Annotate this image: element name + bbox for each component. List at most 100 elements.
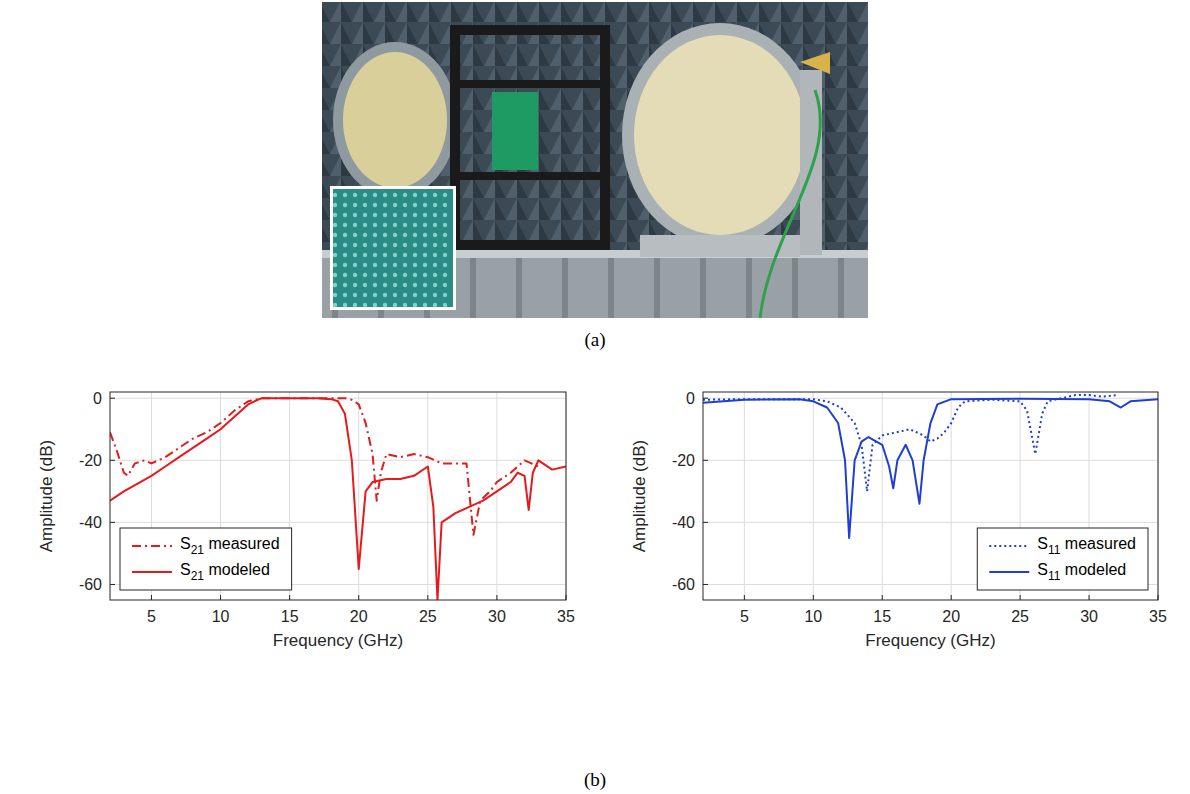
legend-label: S11 measured bbox=[1037, 535, 1136, 557]
tick bbox=[289, 595, 290, 600]
axis-title: Amplitude (dB) bbox=[37, 440, 56, 552]
label-sub: 11 bbox=[1048, 569, 1061, 583]
label-main: S bbox=[1037, 561, 1048, 578]
tick bbox=[1020, 595, 1021, 600]
rail-leg bbox=[470, 258, 476, 318]
label-rest: measured bbox=[204, 535, 280, 552]
label-main: S bbox=[1037, 535, 1048, 552]
label-rest: modeled bbox=[1060, 561, 1126, 578]
axis-title: Frequency (GHz) bbox=[273, 631, 403, 650]
tick-label: -60 bbox=[79, 576, 102, 593]
inset bbox=[333, 189, 453, 307]
rail-leg bbox=[516, 258, 522, 318]
grid-line bbox=[703, 522, 1158, 523]
tick bbox=[110, 522, 115, 523]
tick-label: 30 bbox=[1080, 608, 1098, 625]
tick bbox=[110, 398, 115, 399]
legend-label: S11 modeled bbox=[1037, 561, 1126, 583]
tick-label: -60 bbox=[672, 576, 695, 593]
legend-swatch bbox=[989, 571, 1029, 573]
tick-label: -20 bbox=[79, 452, 102, 469]
caption: (a) bbox=[584, 329, 605, 351]
tick-label: 20 bbox=[350, 608, 368, 625]
tick-label: -20 bbox=[672, 452, 695, 469]
tick bbox=[951, 595, 952, 600]
tick bbox=[703, 522, 708, 523]
tick-label: 35 bbox=[557, 608, 575, 625]
legend-label: S21 measured bbox=[180, 535, 280, 557]
tick-label: 0 bbox=[686, 390, 695, 407]
photo bbox=[322, 2, 868, 318]
legend-box bbox=[977, 528, 1148, 590]
lens-ring bbox=[622, 23, 818, 247]
tick bbox=[427, 595, 428, 600]
sample-frame bbox=[455, 30, 605, 245]
chart: 5101520253035-60-40-200Frequency (GHz)Am… bbox=[37, 390, 575, 650]
series-line bbox=[703, 399, 1158, 538]
sample bbox=[492, 92, 538, 170]
axis-title: Amplitude (dB) bbox=[630, 440, 649, 552]
legend-label: S21 modeled bbox=[180, 561, 270, 583]
rail-leg bbox=[654, 258, 660, 318]
tick bbox=[358, 595, 359, 600]
tick bbox=[703, 460, 708, 461]
plot-bg bbox=[110, 392, 566, 600]
tick bbox=[110, 460, 115, 461]
label-sub: 21 bbox=[191, 543, 205, 557]
series-line bbox=[110, 398, 566, 600]
feed-horn bbox=[800, 52, 830, 74]
cable bbox=[760, 90, 820, 318]
tick bbox=[220, 595, 221, 600]
tick-label: 25 bbox=[1011, 608, 1029, 625]
label-sub: 11 bbox=[1048, 543, 1061, 557]
legend: S11 measuredS11 modeled bbox=[977, 528, 1148, 590]
tick bbox=[703, 584, 708, 585]
tick-label: 15 bbox=[281, 608, 299, 625]
lines bbox=[703, 395, 1158, 538]
plot-frame bbox=[703, 392, 1158, 600]
tick-label: 5 bbox=[740, 608, 749, 625]
tick-label: 20 bbox=[942, 608, 960, 625]
frame-bar bbox=[455, 80, 605, 88]
tick-label: 15 bbox=[873, 608, 891, 625]
grid-line bbox=[110, 460, 566, 461]
tick-label: 35 bbox=[1149, 608, 1167, 625]
label-sub: 21 bbox=[191, 569, 205, 583]
tick bbox=[151, 595, 152, 600]
lines bbox=[110, 398, 566, 600]
rail-leg bbox=[562, 258, 568, 318]
grid-line bbox=[882, 392, 883, 600]
grid-line bbox=[110, 522, 566, 523]
plot-bg bbox=[703, 392, 1158, 600]
grid-line bbox=[744, 392, 745, 600]
grid-line bbox=[703, 460, 1158, 461]
tick-label: 10 bbox=[804, 608, 822, 625]
grid-line bbox=[496, 392, 497, 600]
tick bbox=[496, 595, 497, 600]
frame-bar bbox=[455, 172, 605, 180]
rail-leg bbox=[700, 258, 706, 318]
tick bbox=[744, 595, 745, 600]
tick bbox=[110, 584, 115, 585]
tick-label: 25 bbox=[419, 608, 437, 625]
chart: 5101520253035-60-40-200Frequency (GHz)Am… bbox=[630, 390, 1167, 650]
legend: S21 measured S21 modeled bbox=[120, 528, 292, 590]
tick bbox=[882, 595, 883, 600]
plot-frame bbox=[110, 392, 566, 600]
tick-label: 30 bbox=[488, 608, 506, 625]
grid-line bbox=[813, 392, 814, 600]
tick-label: 5 bbox=[147, 608, 156, 625]
inset-border bbox=[330, 186, 456, 310]
tick-label: -40 bbox=[672, 514, 695, 531]
rail-leg bbox=[792, 258, 798, 318]
lens-ring bbox=[333, 42, 457, 198]
legend-swatch bbox=[132, 571, 172, 573]
rail-leg bbox=[608, 258, 614, 318]
rail-leg bbox=[838, 258, 844, 318]
legend-swatch bbox=[989, 545, 1029, 547]
grid-line bbox=[427, 392, 428, 600]
label-rest: measured bbox=[1060, 535, 1136, 552]
tick-label: 0 bbox=[93, 390, 102, 407]
lens-left bbox=[343, 52, 447, 188]
lens-right bbox=[634, 35, 806, 235]
